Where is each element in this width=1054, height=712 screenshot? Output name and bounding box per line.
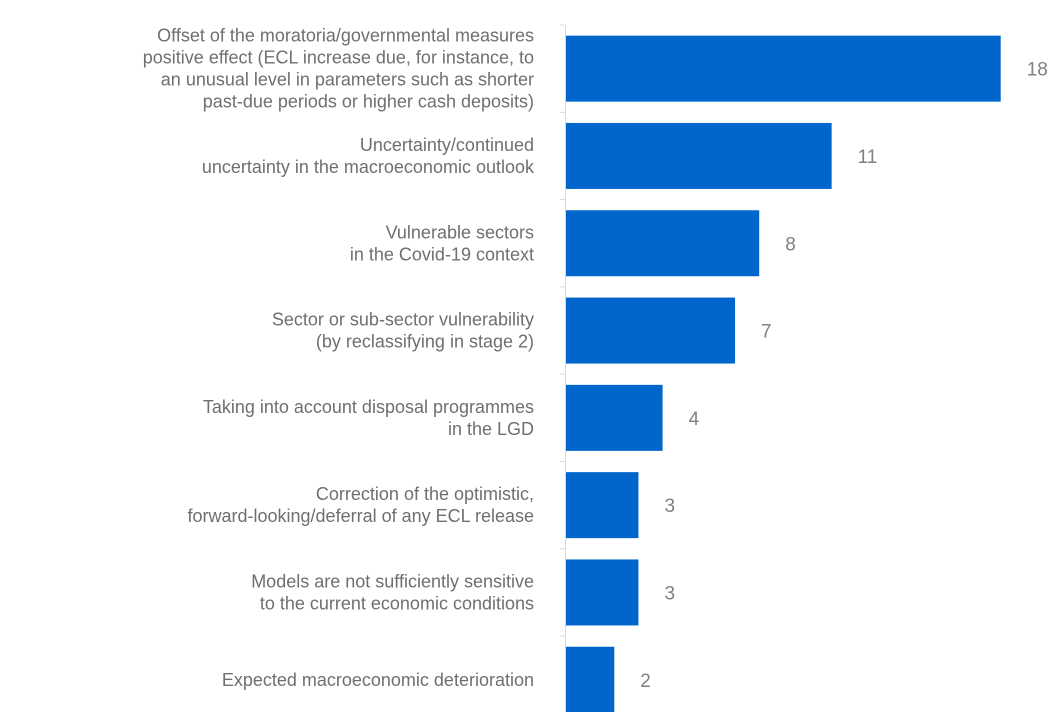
value-label-6: 3 — [664, 496, 675, 517]
bar-7 — [566, 559, 639, 626]
category-label-8: Expected macroeconomic deterioration — [222, 670, 534, 690]
category-label-line: positive effect (ECL increase due, for i… — [143, 48, 534, 68]
value-label-3: 8 — [785, 234, 796, 255]
category-label-line: Vulnerable sectors — [386, 222, 534, 242]
category-label-1: Offset of the moratoria/governmental mea… — [143, 26, 534, 112]
bar-8 — [566, 646, 615, 712]
category-labels: Offset of the moratoria/governmental mea… — [143, 26, 535, 690]
category-label-line: Models are not sufficiently sensitive — [251, 571, 534, 591]
category-label-line: uncertainty in the macroeconomic outlook — [202, 157, 535, 177]
category-label-line: Uncertainty/continued — [360, 135, 534, 155]
category-label-line: Expected macroeconomic deterioration — [222, 670, 534, 690]
category-label-line: (by reclassifying in stage 2) — [316, 332, 534, 352]
category-label-2: Uncertainty/continued uncertainty in the … — [202, 135, 535, 177]
bar-5 — [566, 384, 663, 451]
category-label-line: in the LGD — [448, 419, 534, 439]
value-label-4: 7 — [761, 322, 772, 343]
category-label-4: Sector or sub-sector vulnerability (by re… — [272, 310, 534, 352]
category-label-3: Vulnerable sectors in the Covid-19 contex… — [350, 222, 534, 264]
axis-group — [560, 24, 566, 712]
category-label-line: Sector or sub-sector vulnerability — [272, 310, 534, 330]
category-label-5: Taking into account disposal programmes i… — [203, 397, 534, 439]
category-label-line: Correction of the optimistic, — [316, 484, 534, 504]
bars-group — [566, 35, 1001, 712]
category-label-line: in the Covid-19 context — [350, 244, 534, 264]
category-label-line: to the current economic conditions — [260, 593, 534, 613]
category-label-6: Correction of the optimistic, forward-loo… — [187, 484, 534, 526]
value-label-1: 18 — [1027, 60, 1048, 81]
bar-4 — [566, 297, 736, 364]
value-label-5: 4 — [689, 409, 700, 430]
value-label-8: 2 — [640, 671, 651, 692]
value-labels: 18 11 8 7 4 3 3 2 — [640, 60, 1048, 692]
bar-3 — [566, 210, 760, 277]
category-label-line: forward-looking/deferral of any ECL rele… — [187, 506, 534, 526]
value-label-7: 3 — [664, 583, 675, 604]
bar-1 — [566, 35, 1001, 102]
category-label-line: Taking into account disposal programmes — [203, 397, 534, 417]
bar-6 — [566, 472, 639, 539]
category-label-line: an unusual level in parameters such as s… — [161, 70, 534, 90]
category-label-line: past-due periods or higher cash deposits… — [203, 92, 534, 112]
value-label-2: 11 — [858, 147, 878, 168]
bar-2 — [566, 122, 832, 189]
category-label-7: Models are not sufficiently sensitive to … — [251, 571, 534, 613]
category-label-line: Offset of the moratoria/governmental mea… — [157, 26, 534, 46]
